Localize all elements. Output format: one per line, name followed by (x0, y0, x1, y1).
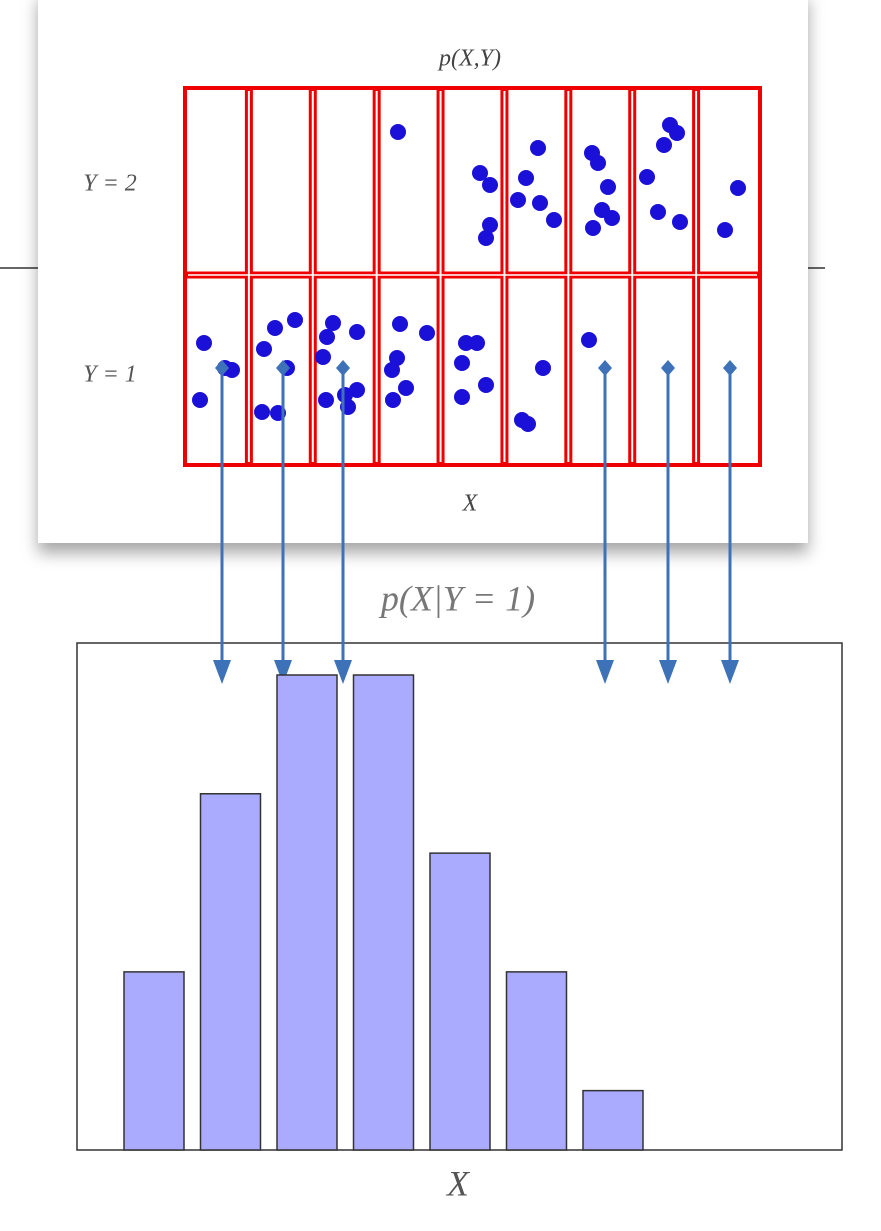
row-label: Y = 1 (83, 362, 137, 388)
sample-dot (196, 335, 212, 351)
arrow-tail (215, 360, 229, 376)
sample-dot (600, 179, 616, 195)
sample-dot (590, 155, 606, 171)
sample-dot (472, 165, 488, 181)
arrow-tail (661, 360, 675, 376)
sample-dot (398, 380, 414, 396)
arrow-head (213, 660, 231, 684)
histogram-x-label: X (445, 1163, 471, 1203)
sample-dot (656, 137, 672, 153)
sample-dot (672, 214, 688, 230)
sample-dot (325, 315, 341, 331)
bar (429, 852, 491, 1151)
sample-dot (482, 177, 498, 193)
sample-dot (585, 220, 601, 236)
sample-dot (604, 210, 620, 226)
sample-dot (392, 316, 408, 332)
arrow-head (659, 660, 677, 684)
sample-dot (384, 362, 400, 378)
sample-dot (287, 312, 303, 328)
sample-dot (419, 325, 435, 341)
sample-dot (520, 416, 536, 432)
joint-title: p(X,Y) (437, 46, 501, 72)
sample-dot (518, 170, 534, 186)
joint-x-label: X (462, 491, 479, 517)
sample-dot (581, 332, 597, 348)
arrow-tail (276, 360, 290, 376)
sample-dot (546, 212, 562, 228)
sample-dot (254, 404, 270, 420)
sample-dot (349, 324, 365, 340)
sample-dot (458, 335, 474, 351)
arrow-head (596, 660, 614, 684)
sample-dot (315, 349, 331, 365)
sample-dot (389, 350, 405, 366)
sample-dot (730, 180, 746, 196)
sample-dot (717, 222, 733, 238)
sample-dot (349, 382, 365, 398)
sample-dot (256, 341, 272, 357)
sample-dot (639, 169, 655, 185)
sample-dot (532, 195, 548, 211)
bar (352, 674, 415, 1151)
sample-dot (535, 360, 551, 376)
row-label: Y = 2 (83, 171, 137, 197)
sample-dot (337, 387, 353, 403)
sample-dot (669, 125, 685, 141)
sample-dot (385, 392, 401, 408)
bar (199, 793, 262, 1151)
sample-dot (192, 392, 208, 408)
sample-dot (478, 230, 494, 246)
bar (582, 1089, 644, 1151)
sample-dot (482, 217, 498, 233)
sample-dot (469, 335, 485, 351)
arrow-head (721, 660, 739, 684)
sample-dot (267, 320, 283, 336)
arrow-head (274, 660, 292, 684)
arrow-head (334, 660, 352, 684)
sample-dot (390, 124, 406, 140)
sample-dot (478, 377, 494, 393)
sample-dot (650, 204, 666, 220)
bar (123, 971, 185, 1151)
sample-dot (319, 329, 335, 345)
arrow-tail (336, 360, 350, 376)
sample-dot (510, 192, 526, 208)
arrow-tail (598, 360, 612, 376)
bar (276, 674, 338, 1151)
sample-dot (454, 355, 470, 371)
histogram-title: p(X|Y = 1) (378, 578, 535, 618)
sample-dot (318, 392, 334, 408)
sample-dot (530, 140, 546, 156)
arrow-tail (723, 360, 737, 376)
joint-grid (183, 86, 762, 467)
sample-dot (454, 389, 470, 405)
bar (505, 971, 568, 1151)
